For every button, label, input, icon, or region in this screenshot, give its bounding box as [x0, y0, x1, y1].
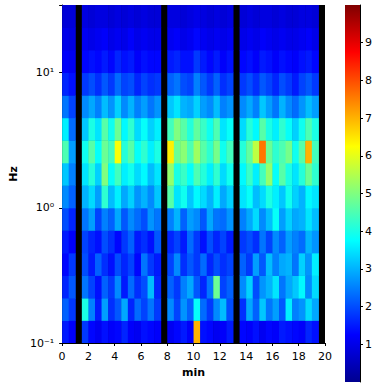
svg-text:10¹: 10¹ [36, 66, 54, 79]
svg-text:16: 16 [265, 350, 279, 363]
svg-text:Hz: Hz [7, 166, 20, 182]
svg-text:5: 5 [365, 187, 372, 200]
svg-text:14: 14 [239, 350, 253, 363]
svg-text:7: 7 [365, 112, 372, 125]
svg-text:6: 6 [137, 350, 144, 363]
svg-text:0: 0 [59, 350, 66, 363]
svg-text:12: 12 [213, 350, 227, 363]
svg-text:min: min [182, 366, 205, 379]
svg-text:4: 4 [365, 225, 372, 238]
svg-text:2: 2 [365, 300, 372, 313]
svg-text:1: 1 [365, 338, 372, 351]
svg-text:10⁻¹: 10⁻¹ [30, 337, 54, 350]
svg-text:10⁰: 10⁰ [36, 201, 55, 214]
svg-text:8: 8 [365, 74, 372, 87]
svg-text:9: 9 [365, 36, 372, 49]
svg-text:3: 3 [365, 262, 372, 275]
svg-text:2: 2 [85, 350, 92, 363]
svg-text:8: 8 [164, 350, 171, 363]
svg-text:18: 18 [292, 350, 306, 363]
svg-text:4: 4 [111, 350, 118, 363]
svg-text:20: 20 [318, 350, 332, 363]
svg-text:6: 6 [365, 149, 372, 162]
svg-text:10: 10 [187, 350, 201, 363]
